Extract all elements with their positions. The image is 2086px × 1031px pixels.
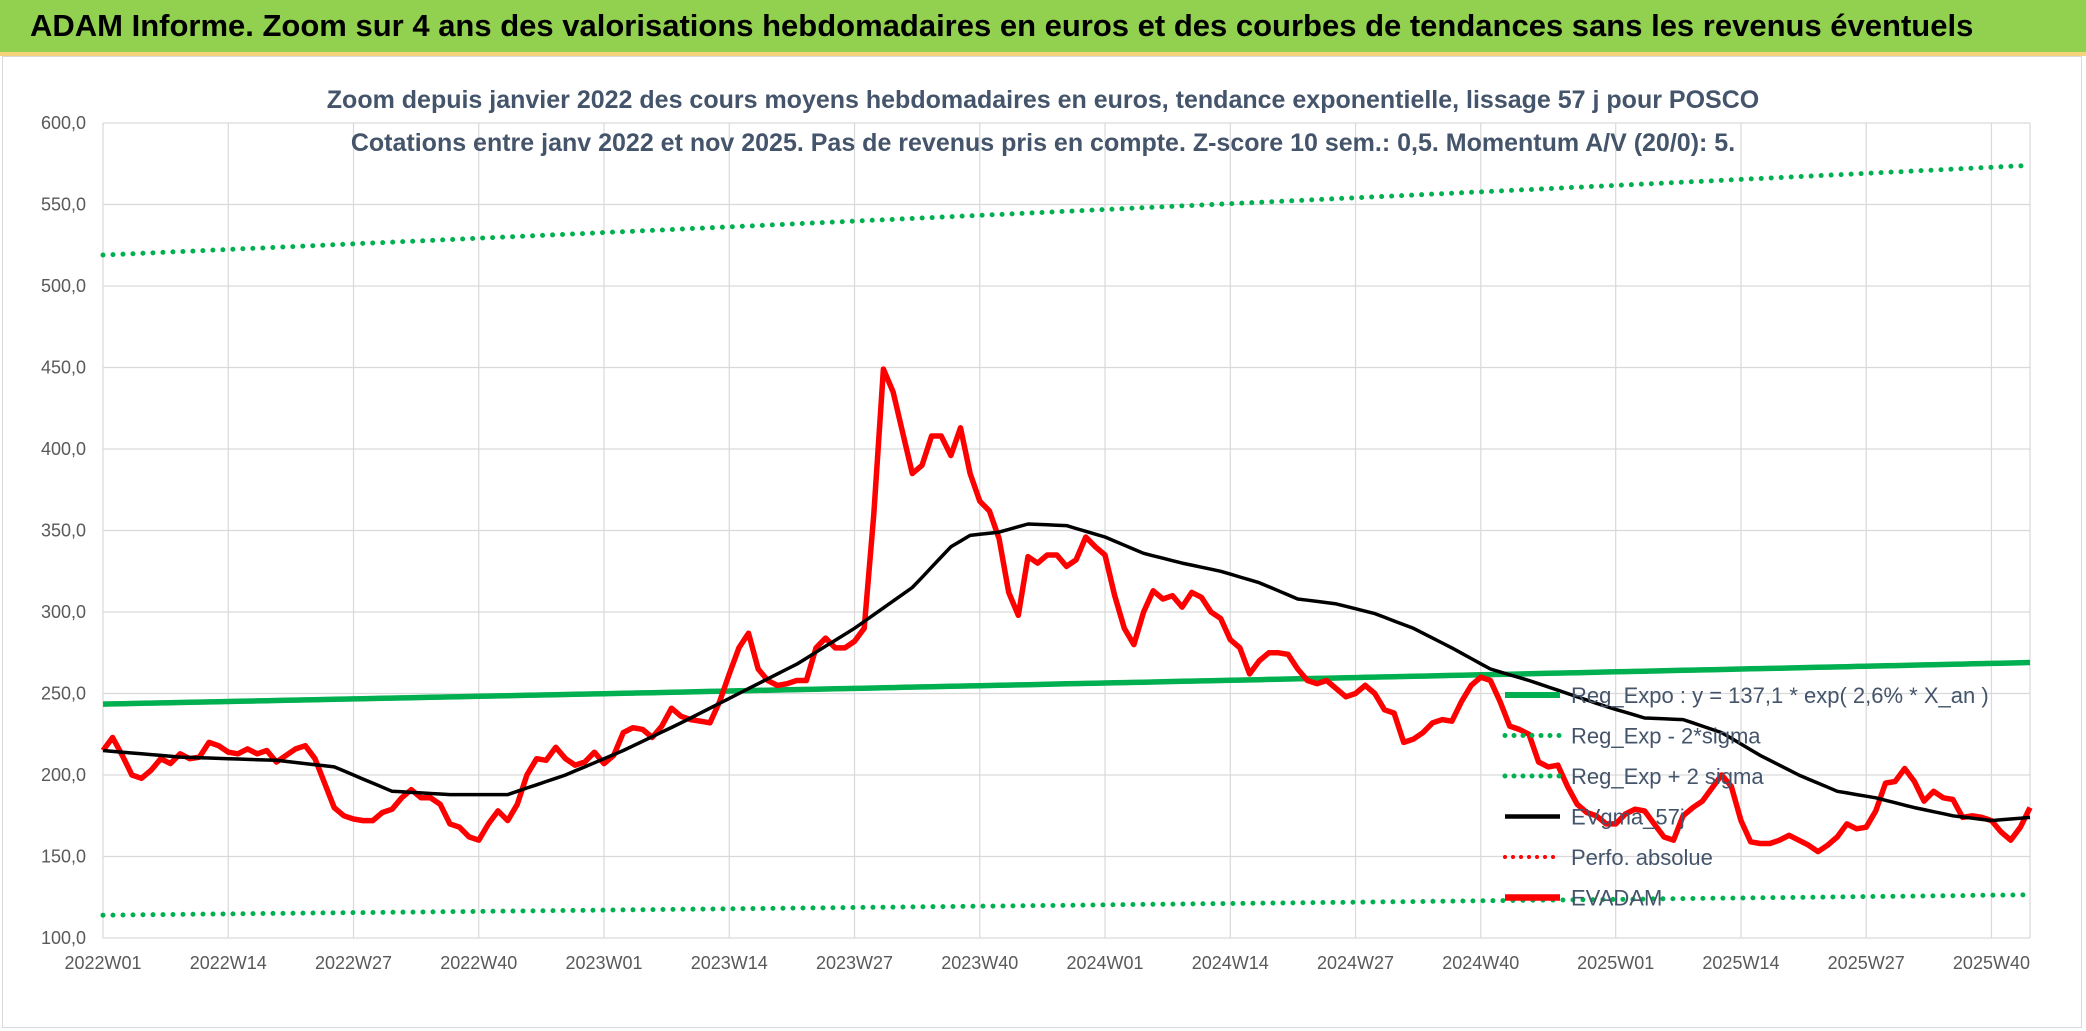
y-tick-label: 450,0 bbox=[41, 358, 86, 378]
x-tick-label: 2022W01 bbox=[64, 953, 141, 973]
x-tick-label: 2025W40 bbox=[1953, 953, 2030, 973]
y-tick-label: 200,0 bbox=[41, 765, 86, 785]
y-tick-label: 100,0 bbox=[41, 928, 86, 948]
grid bbox=[102, 122, 2031, 939]
y-tick-label: 500,0 bbox=[41, 276, 86, 296]
y-axis-ticks: 100,0 150,0 200,0 250,0 300,0 350,0 400,0 450,0… bbox=[41, 113, 86, 948]
x-tick-label: 2025W01 bbox=[1577, 953, 1654, 973]
x-tick-label: 2025W27 bbox=[1828, 953, 1905, 973]
legend-label: EVADAM bbox=[1571, 886, 1662, 911]
legend: Reg_Expo : y = 137,1 * exp( 2,6% * X_an … bbox=[1502, 683, 1989, 911]
series-reg-expo bbox=[102, 659, 2031, 707]
legend-label: Reg_Expo : y = 137,1 * exp( 2,6% * X_an … bbox=[1571, 683, 1989, 708]
x-tick-label: 2024W01 bbox=[1067, 953, 1144, 973]
y-tick-label: 600,0 bbox=[41, 113, 86, 133]
series-evgma-57j bbox=[102, 522, 2031, 823]
x-tick-label: 2023W40 bbox=[941, 953, 1018, 973]
x-tick-label: 2023W14 bbox=[691, 953, 768, 973]
page-title: ADAM Informe. Zoom sur 4 ans des valoris… bbox=[30, 8, 1974, 43]
series-reg-minus-2sigma bbox=[100, 892, 2033, 918]
x-tick-label: 2024W40 bbox=[1442, 953, 1519, 973]
y-tick-label: 550,0 bbox=[41, 195, 86, 215]
x-tick-label: 2023W01 bbox=[565, 953, 642, 973]
series-evadam bbox=[100, 366, 2033, 855]
chart-title-line1: Zoom depuis janvier 2022 des cours moyen… bbox=[327, 86, 1759, 114]
x-tick-label: 2025W14 bbox=[1702, 953, 1779, 973]
y-tick-label: 150,0 bbox=[41, 847, 86, 867]
x-tick-label: 2022W14 bbox=[190, 953, 267, 973]
y-tick-label: 400,0 bbox=[41, 439, 86, 459]
chart-frame bbox=[2, 56, 2082, 1028]
legend-label: Perfo. absolue bbox=[1571, 845, 1713, 870]
x-tick-label: 2023W27 bbox=[816, 953, 893, 973]
legend-label: Reg_Exp + 2 sigma bbox=[1571, 764, 1764, 789]
x-axis-ticks: 2022W01 2022W14 2022W27 2022W40 2023W01 2023W… bbox=[64, 953, 2030, 973]
legend-label: Reg_Exp - 2*sigma bbox=[1571, 724, 1761, 749]
title-banner bbox=[0, 0, 2086, 56]
series-group bbox=[100, 162, 2033, 918]
y-tick-label: 350,0 bbox=[41, 521, 86, 541]
chart-title-line2: Cotations entre janv 2022 et nov 2025. P… bbox=[351, 129, 1735, 157]
x-tick-label: 2024W27 bbox=[1317, 953, 1394, 973]
series-reg-plus-2sigma bbox=[100, 162, 2033, 258]
x-tick-label: 2024W14 bbox=[1192, 953, 1269, 973]
y-tick-label: 300,0 bbox=[41, 602, 86, 622]
y-tick-label: 250,0 bbox=[41, 684, 86, 704]
legend-label: EVgma_57j bbox=[1571, 805, 1685, 830]
x-tick-label: 2022W27 bbox=[315, 953, 392, 973]
x-tick-label: 2022W40 bbox=[440, 953, 517, 973]
banner-underline bbox=[0, 52, 2086, 56]
